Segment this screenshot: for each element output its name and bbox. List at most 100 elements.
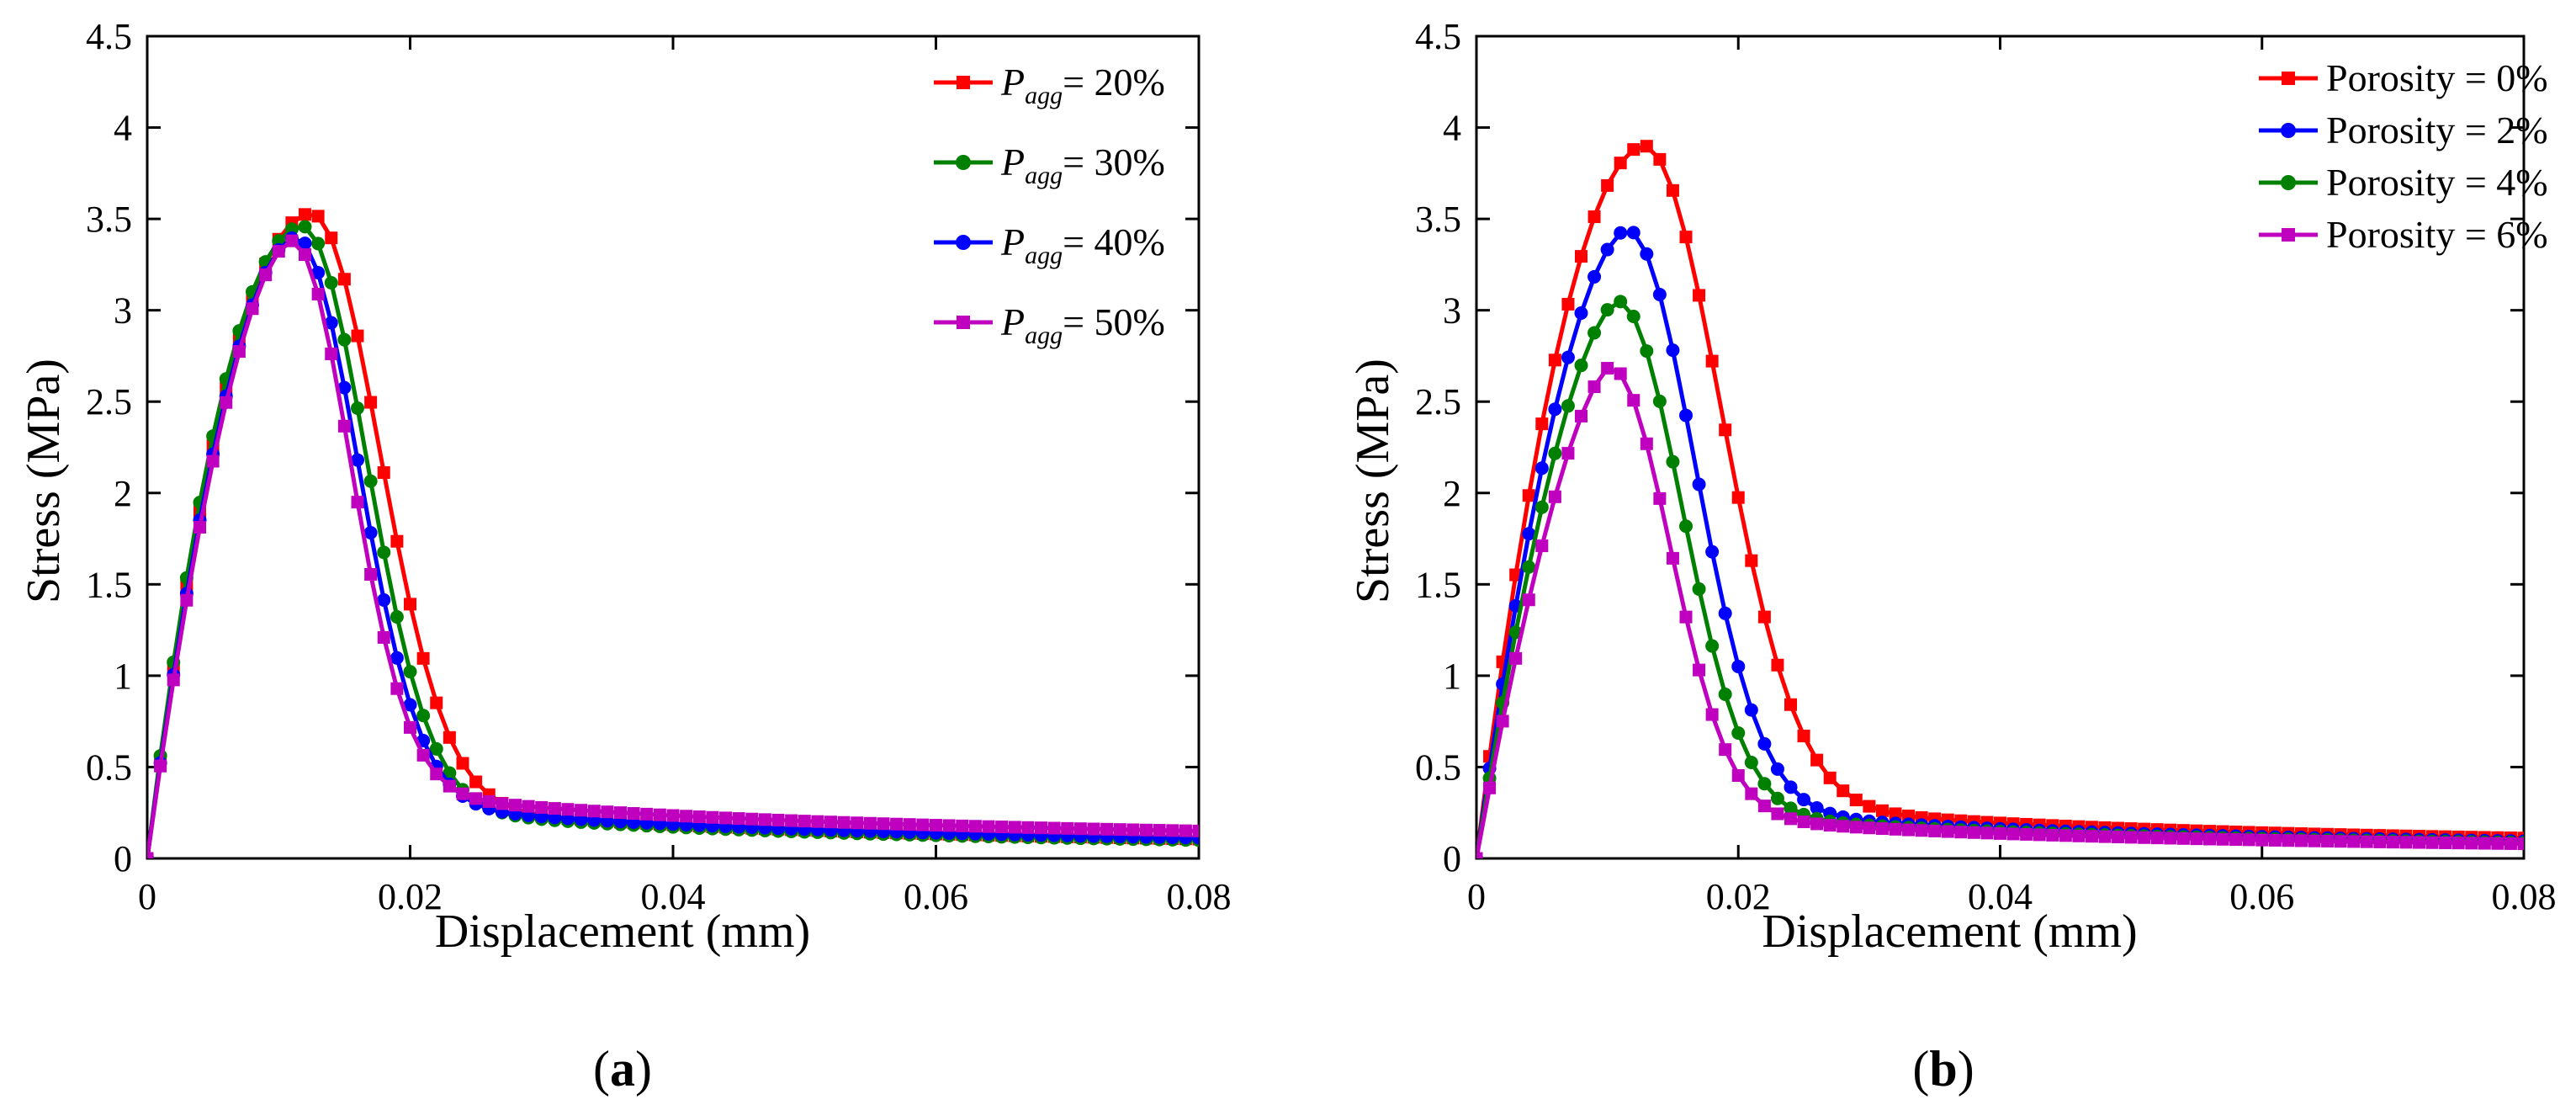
data-point xyxy=(351,496,364,509)
data-point xyxy=(1797,815,1810,829)
data-point xyxy=(1575,409,1587,422)
data-point xyxy=(522,800,535,813)
data-point xyxy=(995,821,1009,834)
data-point xyxy=(1797,793,1811,807)
y-tick-label: 3 xyxy=(114,290,132,332)
data-point xyxy=(1626,226,1640,240)
data-point xyxy=(1693,663,1706,677)
x-axis-label: Displacement (mm) xyxy=(435,906,810,958)
data-point xyxy=(745,812,759,826)
data-point xyxy=(1561,297,1575,311)
y-tick-label: 3.5 xyxy=(1415,199,1461,240)
data-point xyxy=(1640,140,1653,153)
x-tick-label: 0.06 xyxy=(2229,876,2294,917)
legend-label: Porosity = 0% xyxy=(2326,56,2548,99)
data-point xyxy=(1810,817,1824,831)
legend-label: Porosity = 4% xyxy=(2326,161,2548,204)
legend-marker xyxy=(956,155,971,170)
data-point xyxy=(758,813,771,826)
legend-label: Porosity = 6% xyxy=(2326,213,2548,256)
data-point xyxy=(324,275,338,290)
data-point xyxy=(311,210,325,223)
data-point xyxy=(837,815,851,829)
data-point xyxy=(2308,834,2321,847)
series-3 xyxy=(1476,362,2524,858)
data-point xyxy=(1719,743,1732,757)
data-point xyxy=(1522,560,1536,574)
data-point xyxy=(1601,362,1614,375)
data-point xyxy=(2399,836,2413,849)
data-point xyxy=(1627,143,1640,157)
data-point xyxy=(1614,367,1627,380)
series-line xyxy=(1476,365,2524,858)
data-point xyxy=(1561,350,1575,364)
data-point xyxy=(863,816,877,830)
data-point xyxy=(2282,834,2295,847)
data-point xyxy=(337,419,351,433)
data-point xyxy=(1574,359,1588,373)
data-point xyxy=(390,651,404,665)
data-point xyxy=(1653,491,1667,505)
data-point xyxy=(2517,837,2524,851)
data-point xyxy=(1666,183,1679,197)
data-point xyxy=(1823,819,1837,832)
data-point xyxy=(942,819,956,832)
legend-marker xyxy=(2281,175,2296,190)
data-point xyxy=(1140,823,1153,837)
y-axis-label: Stress (MPa) xyxy=(18,359,70,603)
data-point xyxy=(1640,247,1654,261)
series-0 xyxy=(147,208,1199,858)
series-3 xyxy=(147,234,1199,858)
data-point xyxy=(1574,305,1588,320)
data-point xyxy=(1679,408,1693,422)
data-point xyxy=(1179,824,1192,837)
data-point xyxy=(824,815,837,829)
data-point xyxy=(1731,491,1745,504)
series-2 xyxy=(1476,295,2524,858)
data-point xyxy=(1535,417,1549,431)
y-tick-label: 3.5 xyxy=(86,199,132,240)
data-point xyxy=(443,779,456,793)
data-point xyxy=(1534,461,1549,475)
panel-caption: (a) xyxy=(593,1041,652,1097)
y-tick-label: 3 xyxy=(1443,290,1461,332)
data-point xyxy=(1784,698,1797,711)
data-point xyxy=(147,852,154,858)
data-point xyxy=(1954,826,1968,839)
data-point xyxy=(377,630,390,644)
data-point xyxy=(298,220,312,234)
data-point xyxy=(430,696,443,709)
y-tick-label: 0.5 xyxy=(86,746,132,788)
data-point xyxy=(1192,824,1199,837)
y-tick-label: 4.5 xyxy=(1415,16,1461,57)
data-point xyxy=(1587,380,1601,394)
data-point xyxy=(1692,477,1706,491)
x-tick-label: 0 xyxy=(138,876,156,917)
data-point xyxy=(692,810,706,824)
data-point xyxy=(535,800,549,814)
data-point xyxy=(2321,834,2335,847)
data-point xyxy=(575,804,588,817)
data-point xyxy=(587,805,601,818)
data-point xyxy=(1522,489,1535,502)
data-point xyxy=(798,815,811,828)
data-point xyxy=(377,592,391,607)
panel-caption: (b) xyxy=(1912,1041,1974,1097)
data-point xyxy=(2439,836,2452,849)
data-point xyxy=(561,803,575,816)
data-point xyxy=(706,810,719,824)
data-point xyxy=(2294,834,2308,847)
data-point xyxy=(496,797,509,810)
data-point xyxy=(2478,837,2491,850)
data-point xyxy=(1575,250,1587,263)
data-point xyxy=(2360,835,2373,848)
series-1 xyxy=(147,220,1199,858)
data-point xyxy=(1731,769,1745,783)
data-point xyxy=(1757,800,1771,813)
data-point xyxy=(1718,606,1732,620)
data-point xyxy=(1087,822,1100,836)
data-point xyxy=(1666,454,1680,469)
data-point xyxy=(456,757,469,770)
data-point xyxy=(1731,726,1746,741)
